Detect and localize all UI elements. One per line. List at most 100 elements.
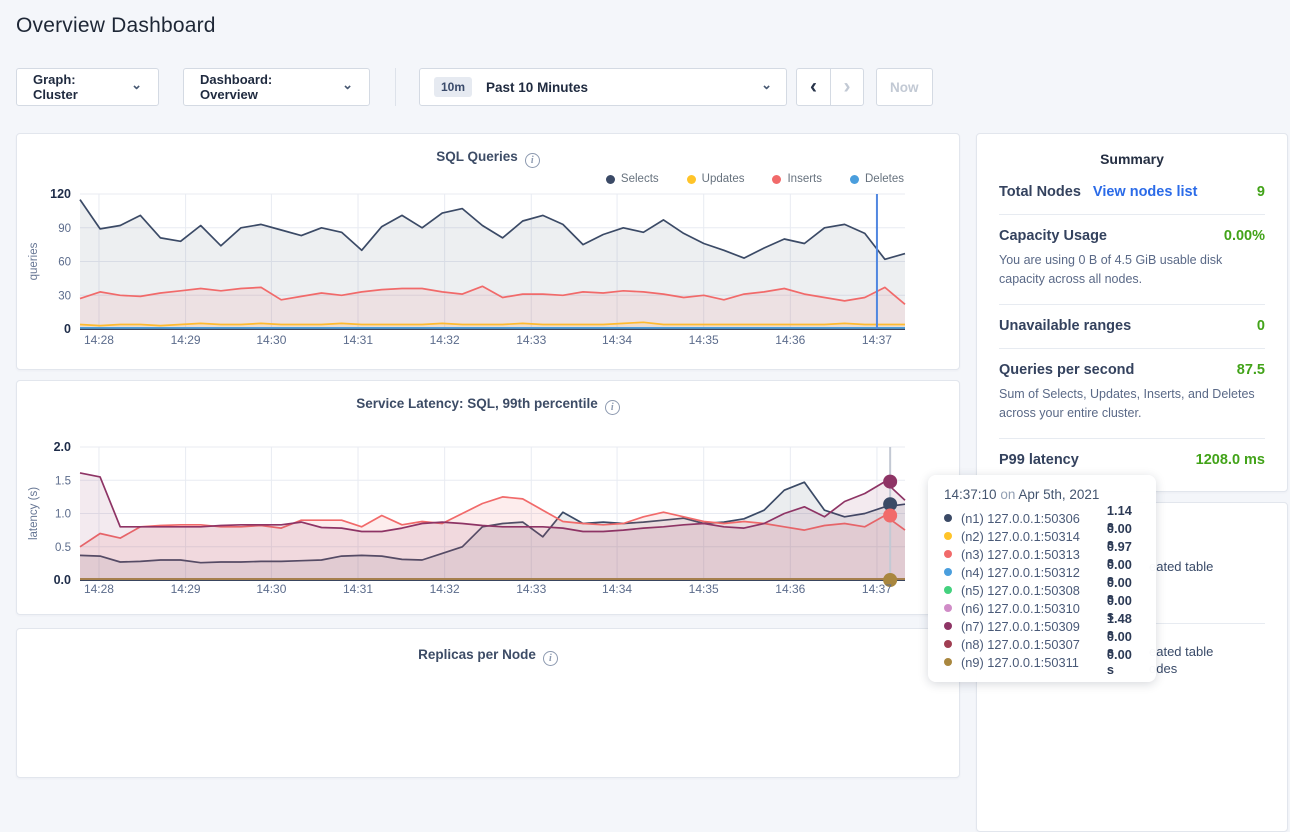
event-item-text: eated table (1149, 644, 1214, 659)
tooltip-node-row: (n9) 127.0.0.1:50311 0.00 s (944, 647, 1142, 677)
svg-text:2.0: 2.0 (54, 440, 71, 454)
dashboard-controls: Graph: Cluster ⌄ Dashboard: Overview ⌄ 1… (16, 68, 933, 106)
tooltip-node-value: 0.00 s (1106, 629, 1132, 659)
time-next-button[interactable]: › (830, 69, 863, 105)
time-prev-button[interactable]: ‹ (810, 75, 817, 98)
summary-title: Summary (1100, 151, 1164, 167)
graph-scope-dropdown[interactable]: Graph: Cluster ⌄ (16, 68, 159, 106)
info-icon[interactable]: i (604, 400, 620, 415)
svg-text:14:28: 14:28 (84, 582, 114, 596)
summary-metric-value: 87.5 (1236, 361, 1265, 378)
svg-text:14:37: 14:37 (862, 333, 892, 347)
tooltip-node-row: (n8) 127.0.0.1:50307 0.00 s (944, 629, 1142, 659)
dashboard-label: Dashboard: Overview (200, 72, 273, 102)
tooltip-node-list: (n1) 127.0.0.1:50306 1.14 s (n2) 127.0.0.1… (944, 503, 1142, 677)
service-latency-title: Service Latency: SQL, 99th percentile (356, 396, 598, 411)
tooltip-node-value: 1.14 s (1106, 503, 1132, 533)
tooltip-node-value: 0.00 s (1106, 521, 1132, 551)
summary-metric-label: Total Nodes (999, 184, 1081, 200)
legend-label: Selects (620, 173, 659, 185)
info-icon[interactable]: i (542, 651, 558, 666)
tooltip-node-address: (n3) 127.0.0.1:50313 (961, 546, 1080, 562)
tooltip-date: Apr 5th, 2021 (1018, 487, 1100, 502)
legend-dot-icon (605, 174, 615, 184)
legend-item-selects[interactable]: Selects (605, 172, 659, 186)
view-nodes-list-link[interactable]: View nodes list (1092, 184, 1198, 200)
tooltip-node-address: (n9) 127.0.0.1:50311 (961, 654, 1079, 670)
svg-text:30: 30 (58, 290, 71, 302)
series-dot-icon (944, 658, 952, 666)
summary-metric-label: Queries per second (999, 361, 1135, 378)
tooltip-node-row: (n6) 127.0.0.1:50310 0.00 s (944, 593, 1142, 623)
info-icon[interactable]: i (524, 153, 540, 168)
chart-hover-tooltip: 14:37:10 on Apr 5th, 2021 (n1) 127.0.0.1… (928, 475, 1156, 682)
tooltip-node-row: (n3) 127.0.0.1:50313 0.97 s (944, 539, 1142, 569)
tooltip-node-address: (n6) 127.0.0.1:50310 (961, 600, 1080, 616)
dashboard-dropdown[interactable]: Dashboard: Overview ⌄ (183, 68, 370, 106)
svg-text:14:31: 14:31 (343, 582, 373, 596)
series-dot-icon (944, 640, 952, 648)
summary-metric-value: 0 (1256, 317, 1265, 334)
service-latency-chart[interactable]: 0.0 0.5 1.0 1.5 2.0 14:28 14:29 14:30 14:31 14:32… (17, 440, 959, 598)
svg-text:120: 120 (50, 188, 71, 201)
svg-text:14:36: 14:36 (775, 333, 805, 347)
now-button[interactable]: Now (876, 68, 933, 106)
legend-item-deletes[interactable]: Deletes (850, 172, 904, 186)
summary-metric-description: You are using 0 B of 4.5 GiB usable disk… (999, 253, 1223, 287)
svg-text:1.5: 1.5 (55, 475, 71, 487)
summary-row: Queries per second 87.5 Sum of Selects, Up… (999, 347, 1265, 438)
summary-metric-label: Unavailable ranges (999, 317, 1132, 334)
tooltip-node-value: 0.00 s (1106, 557, 1132, 587)
tooltip-node-row: (n1) 127.0.0.1:50306 1.14 s (944, 503, 1142, 533)
page-title: Overview Dashboard (16, 14, 216, 37)
event-item-text: odes (1149, 661, 1178, 676)
series-dot-icon (944, 532, 952, 540)
charts-column: SQL Queries i Selects Updates Inserts Delete… (16, 133, 960, 778)
summary-panel: Summary Total Nodes View nodes list 9 Capac… (976, 133, 1288, 492)
legend-item-updates[interactable]: Updates (686, 172, 744, 186)
tooltip-node-address: (n2) 127.0.0.1:50314 (961, 528, 1080, 544)
summary-row: Unavailable ranges 0 (999, 303, 1265, 348)
summary-row: Total Nodes View nodes list 9 (999, 171, 1265, 214)
time-nav-group: ‹ › (796, 68, 864, 106)
svg-text:0.5: 0.5 (55, 542, 71, 554)
chart-title: SQL Queries i (17, 134, 959, 168)
svg-text:14:32: 14:32 (430, 333, 460, 347)
time-range-dropdown[interactable]: 10m Past 10 Minutes ⌄ (419, 68, 787, 106)
svg-text:14:29: 14:29 (171, 333, 201, 347)
svg-text:14:36: 14:36 (775, 582, 805, 596)
graph-scope-label: Graph: Cluster (33, 72, 78, 102)
summary-row: P99 latency 1208.0 ms (999, 437, 1265, 482)
tooltip-node-value: 1.48 s (1106, 611, 1132, 641)
tooltip-time: 14:37:10 (944, 487, 997, 502)
svg-text:60: 60 (58, 257, 71, 269)
tooltip-node-row: (n4) 127.0.0.1:50312 0.00 s (944, 557, 1142, 587)
chevron-down-icon: ⌄ (342, 77, 353, 92)
series-dot-icon (944, 568, 952, 576)
chart-title: Service Latency: SQL, 99th percentile i (17, 381, 959, 415)
tooltip-node-address: (n4) 127.0.0.1:50312 (961, 564, 1080, 580)
tooltip-node-value: 0.00 s (1106, 575, 1132, 605)
chevron-down-icon: ⌄ (131, 77, 142, 92)
svg-text:14:33: 14:33 (516, 582, 546, 596)
legend-label: Deletes (865, 173, 904, 185)
tooltip-timestamp: 14:37:10 on Apr 5th, 2021 (944, 487, 1142, 502)
legend-item-inserts[interactable]: Inserts (772, 172, 822, 186)
tooltip-node-value: 0.97 s (1106, 539, 1132, 569)
svg-text:14:31: 14:31 (343, 333, 373, 347)
sql-queries-card: SQL Queries i Selects Updates Inserts Delete… (16, 133, 960, 370)
series-dot-icon (944, 604, 952, 612)
summary-row: Capacity Usage 0.00% You are using 0 B of … (999, 214, 1265, 304)
summary-metric-label: Capacity Usage (999, 228, 1107, 244)
tooltip-node-value: 0.00 s (1106, 593, 1132, 623)
svg-text:14:29: 14:29 (171, 582, 201, 596)
sql-queries-legend: Selects Updates Inserts Deletes (17, 172, 904, 186)
replicas-per-node-card: Replicas per Node i (16, 628, 960, 778)
event-item-text: eated table (1149, 559, 1214, 574)
svg-text:14:34: 14:34 (602, 333, 632, 347)
sql-queries-chart[interactable]: 0 30 60 90 120 14:28 14:29 14:30 14:31 14:32 14:33… (17, 188, 959, 348)
time-range-badge: 10m (434, 77, 473, 97)
summary-rows: Total Nodes View nodes list 9 Capacity Usag… (999, 171, 1265, 482)
tooltip-node-address: (n8) 127.0.0.1:50307 (961, 636, 1080, 652)
series-dot-icon (944, 550, 952, 558)
